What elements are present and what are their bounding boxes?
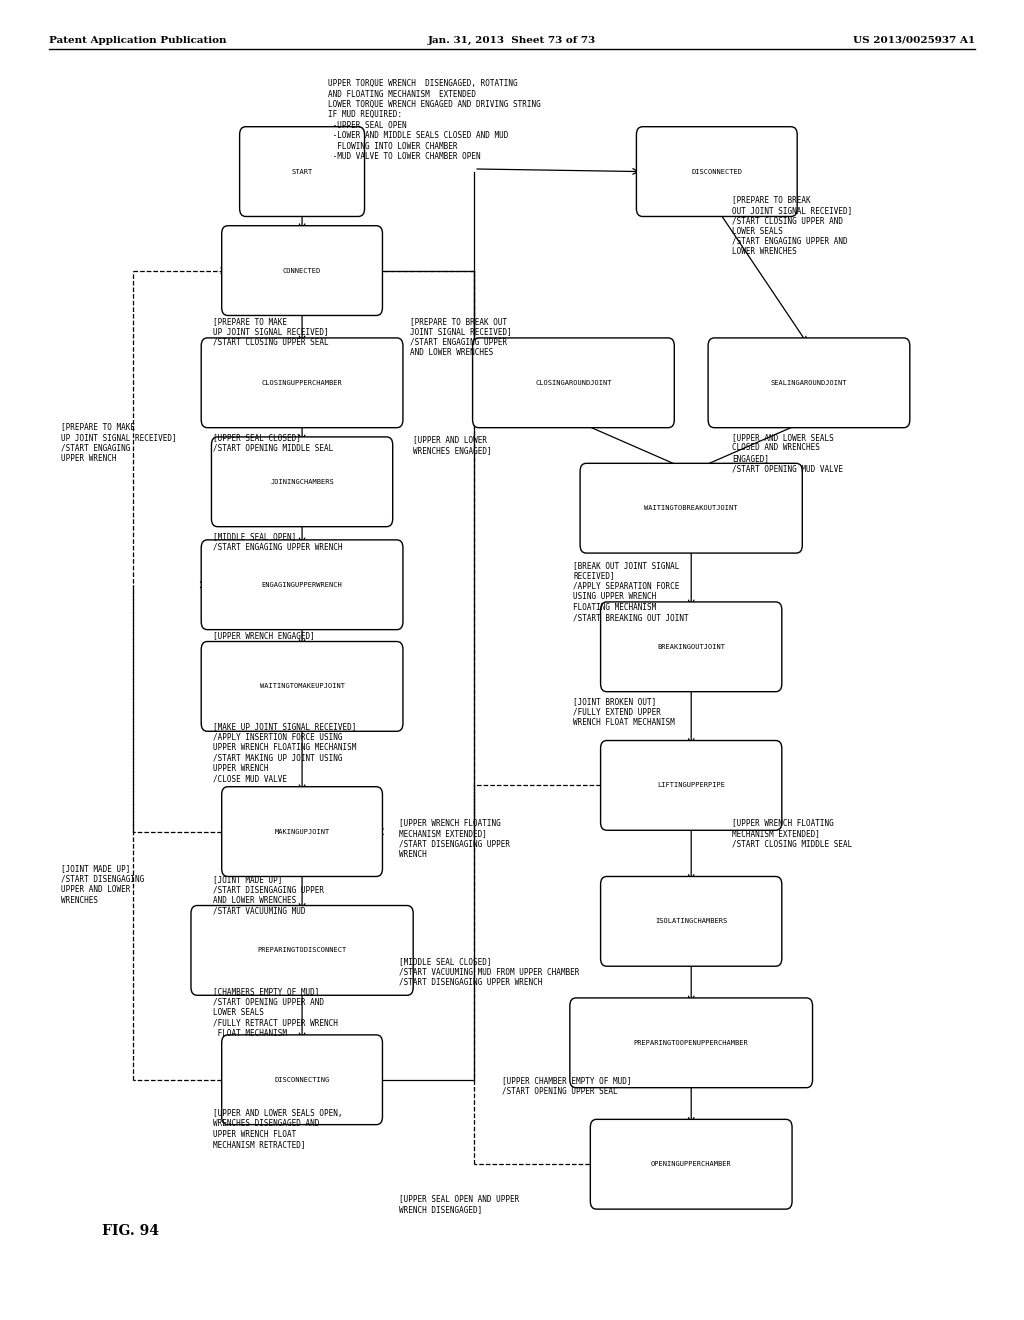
FancyBboxPatch shape <box>709 338 910 428</box>
Text: PREPARINGTODISCONNECT: PREPARINGTODISCONNECT <box>257 948 347 953</box>
Text: WAITINGTOBREAKOUTJOINT: WAITINGTOBREAKOUTJOINT <box>644 506 738 511</box>
Text: FIG. 94: FIG. 94 <box>102 1224 160 1238</box>
Text: DISCONNECTING: DISCONNECTING <box>274 1077 330 1082</box>
FancyBboxPatch shape <box>201 540 402 630</box>
FancyBboxPatch shape <box>221 1035 382 1125</box>
Text: MAKINGUPJOINT: MAKINGUPJOINT <box>274 829 330 834</box>
Text: WAITINGTOMAKEUPJOINT: WAITINGTOMAKEUPJOINT <box>259 684 345 689</box>
FancyBboxPatch shape <box>580 463 803 553</box>
Text: LIFTINGUPPERPIPE: LIFTINGUPPERPIPE <box>657 783 725 788</box>
Text: US 2013/0025937 A1: US 2013/0025937 A1 <box>853 36 975 45</box>
Text: [UPPER SEAL CLOSED]
/START OPENING MIDDLE SEAL: [UPPER SEAL CLOSED] /START OPENING MIDDL… <box>213 433 333 453</box>
FancyBboxPatch shape <box>221 226 382 315</box>
Text: ISOLATINGCHAMBERS: ISOLATINGCHAMBERS <box>655 919 727 924</box>
Text: [PREPARE TO BREAK OUT
JOINT SIGNAL RECEIVED]
/START ENGAGING UPPER
AND LOWER WRE: [PREPARE TO BREAK OUT JOINT SIGNAL RECEI… <box>410 317 511 356</box>
FancyBboxPatch shape <box>636 127 797 216</box>
FancyBboxPatch shape <box>600 602 782 692</box>
Text: UPPER TORQUE WRENCH  DISENGAGED, ROTATING
AND FLOATING MECHANISM  EXTENDED
LOWER: UPPER TORQUE WRENCH DISENGAGED, ROTATING… <box>328 79 541 161</box>
Text: [MIDDLE SEAL OPEN]
/START ENGAGING UPPER WRENCH: [MIDDLE SEAL OPEN] /START ENGAGING UPPER… <box>213 532 342 552</box>
Text: DISCONNECTED: DISCONNECTED <box>691 169 742 174</box>
Text: [CHAMBERS EMPTY OF MUD]
/START OPENING UPPER AND
LOWER SEALS
/FULLY RETRACT UPPE: [CHAMBERS EMPTY OF MUD] /START OPENING U… <box>213 987 338 1038</box>
FancyBboxPatch shape <box>600 741 782 830</box>
Text: CLOSINGUPPERCHAMBER: CLOSINGUPPERCHAMBER <box>262 380 342 385</box>
FancyBboxPatch shape <box>600 876 782 966</box>
Text: [JOINT MADE UP]
/START DISENGAGING UPPER
AND LOWER WRENCHES
/START VACUUMING MUD: [JOINT MADE UP] /START DISENGAGING UPPER… <box>213 875 324 915</box>
Text: [MAKE UP JOINT SIGNAL RECEIVED]
/APPLY INSERTION FORCE USING
UPPER WRENCH FLOATI: [MAKE UP JOINT SIGNAL RECEIVED] /APPLY I… <box>213 722 356 783</box>
Text: Patent Application Publication: Patent Application Publication <box>49 36 226 45</box>
Text: [UPPER AND LOWER
WRENCHES ENGAGED]: [UPPER AND LOWER WRENCHES ENGAGED] <box>413 436 492 455</box>
Text: PREPARINGTOOPENUPPERCHAMBER: PREPARINGTOOPENUPPERCHAMBER <box>634 1040 749 1045</box>
FancyBboxPatch shape <box>221 787 382 876</box>
Text: CLOSINGAROUNDJOINT: CLOSINGAROUNDJOINT <box>536 380 611 385</box>
Text: START: START <box>292 169 312 174</box>
Text: BREAKINGOUTJOINT: BREAKINGOUTJOINT <box>657 644 725 649</box>
FancyBboxPatch shape <box>201 338 402 428</box>
FancyBboxPatch shape <box>201 642 402 731</box>
Text: JOININGCHAMBERS: JOININGCHAMBERS <box>270 479 334 484</box>
Text: [PREPARE TO BREAK
OUT JOINT SIGNAL RECEIVED]
/START CLOSING UPPER AND
LOWER SEAL: [PREPARE TO BREAK OUT JOINT SIGNAL RECEI… <box>732 195 852 256</box>
FancyBboxPatch shape <box>211 437 392 527</box>
FancyBboxPatch shape <box>240 127 365 216</box>
Text: [UPPER CHAMBER EMPTY OF MUD]
/START OPENING UPPER SEAL: [UPPER CHAMBER EMPTY OF MUD] /START OPEN… <box>502 1076 631 1096</box>
Text: OPENINGUPPERCHAMBER: OPENINGUPPERCHAMBER <box>651 1162 731 1167</box>
Text: SEALINGAROUNDJOINT: SEALINGAROUNDJOINT <box>771 380 847 385</box>
FancyBboxPatch shape <box>569 998 813 1088</box>
Text: [JOINT MADE UP]
/START DISENGAGING
UPPER AND LOWER
WRENCHES: [JOINT MADE UP] /START DISENGAGING UPPER… <box>61 865 144 904</box>
Text: [UPPER AND LOWER SEALS OPEN,
WRENCHES DISENGAGED AND
UPPER WRENCH FLOAT
MECHANIS: [UPPER AND LOWER SEALS OPEN, WRENCHES DI… <box>213 1109 342 1148</box>
FancyBboxPatch shape <box>590 1119 793 1209</box>
FancyBboxPatch shape <box>190 906 413 995</box>
Text: [UPPER WRENCH ENGAGED]: [UPPER WRENCH ENGAGED] <box>213 631 314 640</box>
Text: [PREPARE TO MAKE
UP JOINT SIGNAL RECEIVED]
/START CLOSING UPPER SEAL: [PREPARE TO MAKE UP JOINT SIGNAL RECEIVE… <box>213 317 329 347</box>
Text: CONNECTED: CONNECTED <box>283 268 322 273</box>
FancyBboxPatch shape <box>473 338 675 428</box>
Text: [UPPER AND LOWER SEALS
CLOSED AND WRENCHES
ENGAGED]
/START OPENING MUD VALVE: [UPPER AND LOWER SEALS CLOSED AND WRENCH… <box>732 433 843 473</box>
Text: [BREAK OUT JOINT SIGNAL
RECEIVED]
/APPLY SEPARATION FORCE
USING UPPER WRENCH
FLO: [BREAK OUT JOINT SIGNAL RECEIVED] /APPLY… <box>573 561 689 622</box>
Text: [MIDDLE SEAL CLOSED]
/START VACUUMING MUD FROM UPPER CHAMBER
/START DISENGAGING : [MIDDLE SEAL CLOSED] /START VACUUMING MU… <box>399 957 580 987</box>
Text: ENGAGINGUPPERWRENCH: ENGAGINGUPPERWRENCH <box>262 582 342 587</box>
Text: [UPPER SEAL OPEN AND UPPER
WRENCH DISENGAGED]: [UPPER SEAL OPEN AND UPPER WRENCH DISENG… <box>399 1195 519 1214</box>
Text: [PREPARE TO MAKE
UP JOINT SIGNAL RECEIVED]
/START ENGAGING
UPPER WRENCH: [PREPARE TO MAKE UP JOINT SIGNAL RECEIVE… <box>61 422 177 462</box>
Text: [UPPER WRENCH FLOATING
MECHANISM EXTENDED]
/START CLOSING MIDDLE SEAL: [UPPER WRENCH FLOATING MECHANISM EXTENDE… <box>732 818 852 849</box>
Text: [UPPER WRENCH FLOATING
MECHANISM EXTENDED]
/START DISENGAGING UPPER
WRENCH: [UPPER WRENCH FLOATING MECHANISM EXTENDE… <box>399 818 510 858</box>
Text: [JOINT BROKEN OUT]
/FULLY EXTEND UPPER
WRENCH FLOAT MECHANISM: [JOINT BROKEN OUT] /FULLY EXTEND UPPER W… <box>573 697 675 727</box>
Text: Jan. 31, 2013  Sheet 73 of 73: Jan. 31, 2013 Sheet 73 of 73 <box>428 36 596 45</box>
